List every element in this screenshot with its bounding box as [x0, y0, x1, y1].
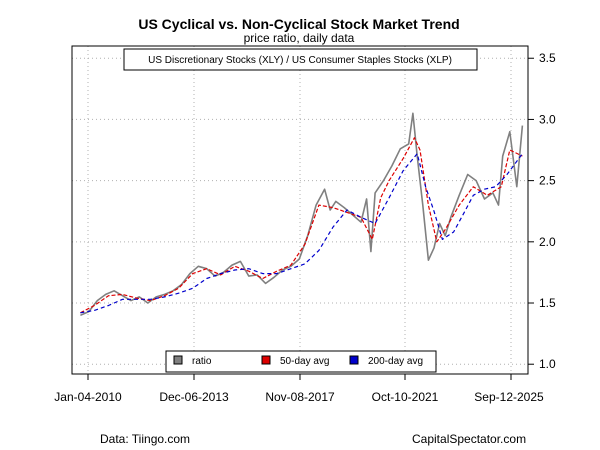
legend-swatch-200-day — [349, 355, 359, 365]
y-tick-label: 1.0 — [539, 357, 556, 371]
chart-title: US Cyclical vs. Non-Cyclical Stock Marke… — [138, 16, 459, 32]
x-tick-label: Jan-04-2010 — [54, 390, 122, 404]
x-axis: Jan-04-2010 Dec-06-2013 Nov-08-2017 Oct-… — [54, 373, 544, 404]
series-group — [80, 112, 524, 317]
x-tick-label: Dec-06-2013 — [159, 390, 229, 404]
data-source-note: Data: Tiingo.com — [100, 432, 191, 446]
x-tick-label: Oct-10-2021 — [372, 390, 439, 404]
legend: ratio 50-day avg 200-day avg — [165, 350, 437, 373]
series-line-50-day-avg — [80, 137, 523, 314]
legend-swatch-50-day — [261, 355, 271, 365]
series-line-ratio — [80, 112, 524, 317]
annotation-box: US Discretionary Stocks (XLY) / US Consu… — [123, 48, 478, 71]
x-tick-label: Nov-08-2017 — [265, 390, 335, 404]
y-tick-label: 2.5 — [539, 174, 556, 188]
legend-label-200-day: 200-day avg — [368, 356, 423, 367]
y-tick-label: 2.0 — [539, 235, 556, 249]
y-tick-label: 3.0 — [539, 112, 556, 126]
annotation-frame — [123, 48, 478, 71]
legend-label-ratio: ratio — [192, 356, 212, 367]
annotation-text: US Discretionary Stocks (XLY) / US Consu… — [148, 55, 452, 66]
x-tick-label: Sep-12-2025 — [474, 390, 544, 404]
series-line-200-day-avg — [80, 153, 523, 314]
legend-frame — [165, 350, 437, 373]
legend-label-50-day: 50-day avg — [280, 356, 329, 367]
y-tick-label: 3.5 — [539, 51, 556, 65]
y-tick-label: 1.5 — [539, 296, 556, 310]
y-axis: 1.0 1.5 2.0 2.5 3.0 3.5 — [527, 51, 556, 371]
legend-swatch-ratio — [173, 355, 183, 365]
grid — [72, 46, 528, 374]
chart-subtitle: price ratio, daily data — [244, 31, 355, 45]
site-credit: CapitalSpectator.com — [412, 432, 527, 446]
